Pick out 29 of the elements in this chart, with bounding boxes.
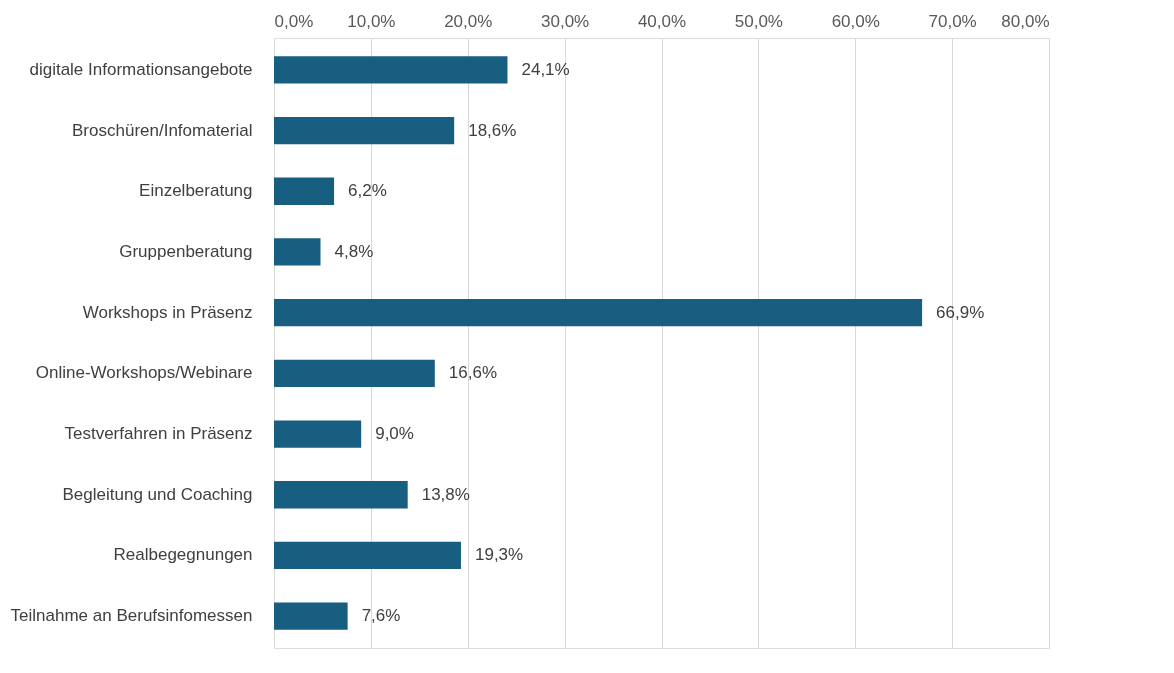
data-label: 7,6%: [361, 606, 401, 626]
x-tick-label: 60,0%: [831, 11, 880, 31]
x-tick-label: 50,0%: [734, 11, 783, 31]
x-tick-label: 0,0%: [274, 11, 314, 31]
data-label: 19,3%: [474, 545, 524, 565]
x-tick-label: 30,0%: [541, 11, 590, 31]
y-tick-label: digitale Informationsangebote: [29, 59, 253, 79]
y-tick-label: Begleitung und Coaching: [62, 484, 253, 504]
y-tick-label: Teilnahme an Berufsinfomessen: [10, 606, 253, 626]
y-tick-label: Realbegegnungen: [113, 545, 253, 565]
x-tick-label: 20,0%: [444, 11, 493, 31]
y-tick-label: Einzelberatung: [139, 181, 253, 201]
data-label: 9,0%: [375, 424, 414, 444]
y-tick-label: Gruppenberatung: [119, 241, 253, 261]
x-tick-label: 10,0%: [347, 11, 396, 31]
x-tick-label: 80,0%: [1001, 11, 1050, 31]
x-tick-label: 40,0%: [637, 11, 687, 31]
data-label: 6,2%: [348, 181, 387, 201]
data-label: 16,6%: [448, 363, 498, 383]
x-tick-label: 70,0%: [928, 11, 977, 31]
y-tick-label: Testverfahren in Präsenz: [64, 424, 253, 444]
y-tick-label: Online-Workshops/Webinare: [35, 363, 253, 383]
y-tick-label: Broschüren/Infomaterial: [72, 120, 253, 140]
data-label: 18,6%: [468, 120, 517, 140]
data-label: 66,9%: [936, 302, 985, 322]
data-label: 4,8%: [334, 241, 374, 261]
data-label: 13,8%: [421, 484, 470, 504]
data-label: 24,1%: [521, 59, 570, 79]
y-tick-label: Workshops in Präsenz: [82, 302, 253, 322]
